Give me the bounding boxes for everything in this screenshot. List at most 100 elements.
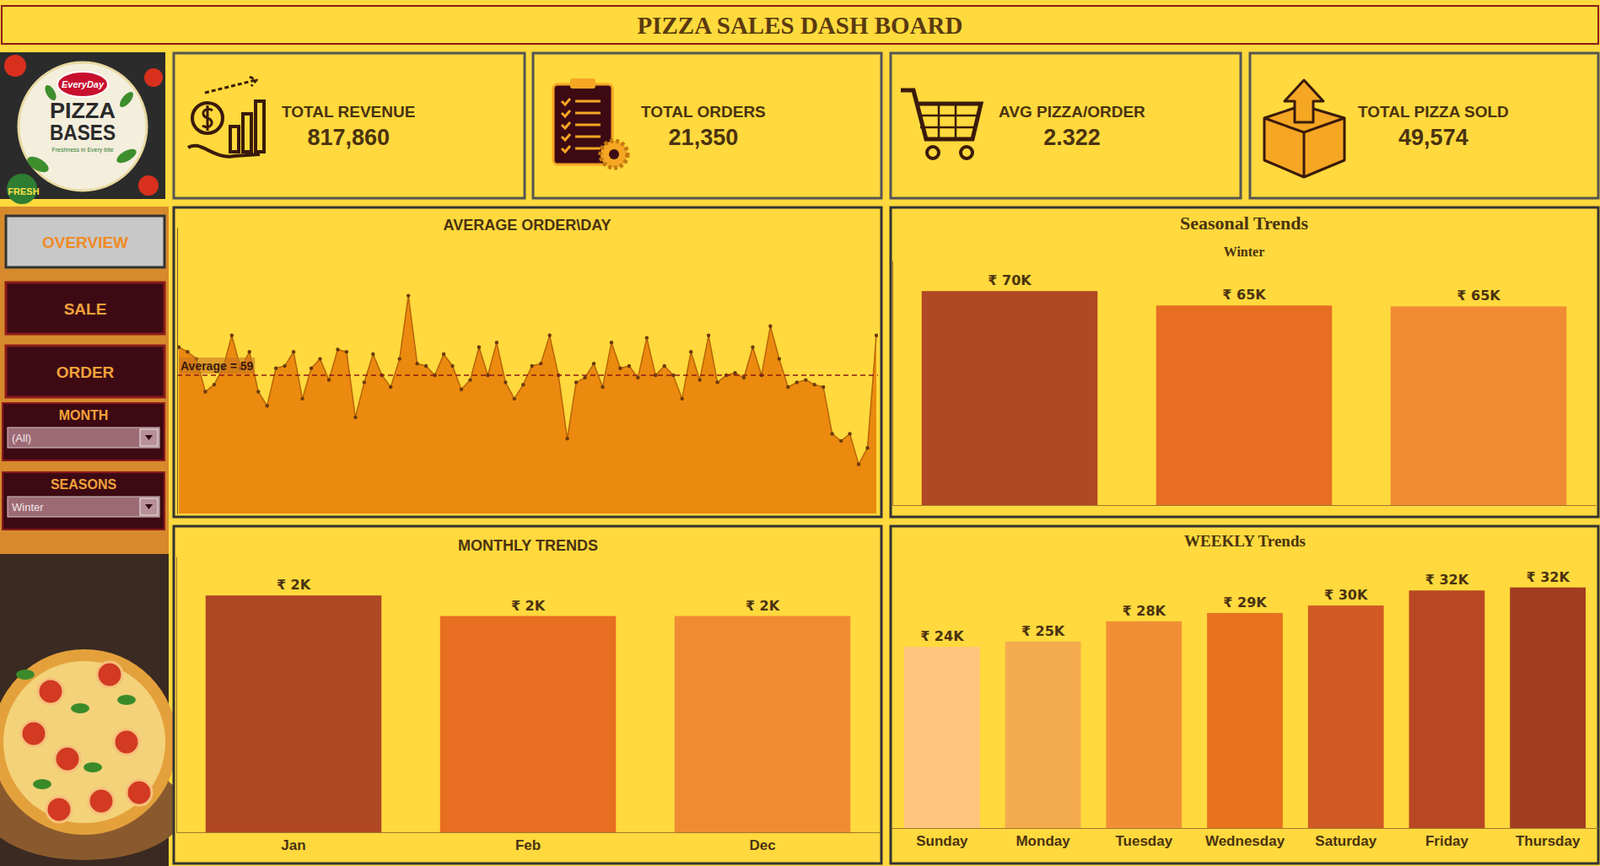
bar xyxy=(674,616,852,833)
chart-panel xyxy=(890,526,1599,864)
bar-chart: ₹ 2K₹ 2K₹ 2KJanFebDecMONTHLY TRENDS xyxy=(177,537,881,854)
line xyxy=(178,296,877,465)
dropdown-arrow[interactable] xyxy=(145,435,153,441)
data-label: ₹ 30K xyxy=(1324,587,1369,604)
dropdown-button[interactable] xyxy=(140,498,158,516)
icon-arrow xyxy=(204,76,257,93)
average-label: Average = 59 xyxy=(180,359,254,373)
chart-title: MONTHLY TRENDS xyxy=(457,537,598,555)
icon-check xyxy=(561,134,601,141)
dropdown-button[interactable] xyxy=(140,429,158,447)
point xyxy=(256,389,260,394)
point xyxy=(317,356,322,361)
average-label-bg xyxy=(178,357,255,374)
dashboard: PIZZA SALES DASH BOARDEveryDayPIZZABASES… xyxy=(0,0,1600,866)
tick: Wednesday xyxy=(1205,833,1286,850)
point xyxy=(689,350,693,354)
data-label: ₹ 2K xyxy=(745,597,781,615)
point xyxy=(468,377,472,382)
tick-label: Dec xyxy=(748,837,776,854)
point xyxy=(371,352,375,356)
kpi-label: TOTAL REVENUE xyxy=(281,102,415,121)
point xyxy=(813,382,817,387)
nav-button-label[interactable]: ORDER xyxy=(56,363,115,382)
pizza-basil xyxy=(32,779,52,790)
nav-button-box[interactable] xyxy=(5,282,165,335)
data-label: ₹ 2K xyxy=(276,576,312,593)
pizza-basil xyxy=(16,669,35,680)
nav-button[interactable]: SALE xyxy=(5,282,165,335)
kpi-card-box xyxy=(533,53,882,199)
data-label: ₹ 32K xyxy=(1425,571,1470,588)
dropdown-box[interactable] xyxy=(7,427,160,448)
dropdown-box[interactable] xyxy=(7,496,160,518)
data-label: ₹ 29K xyxy=(1222,594,1267,611)
y-axis-line xyxy=(892,261,894,507)
pizza-image xyxy=(0,554,186,866)
nav-button-label[interactable]: SALE xyxy=(64,300,108,318)
kpi-icon xyxy=(188,76,264,157)
pizza-tomato xyxy=(37,678,64,705)
point xyxy=(874,334,879,338)
point xyxy=(662,364,667,368)
point xyxy=(185,350,189,354)
filter-dropdown[interactable]: Winter xyxy=(7,496,160,518)
basil-leaf xyxy=(114,145,140,166)
chart-title: WEEKLY Trends xyxy=(1184,532,1306,550)
nav-button-label[interactable]: OVERVIEW xyxy=(42,233,129,252)
dropdown-value[interactable]: Winter xyxy=(11,501,44,514)
icon-box-arrow xyxy=(1284,80,1324,123)
page: PIZZA SALES DASH BOARDEveryDayPIZZABASES… xyxy=(0,0,1600,866)
sidebar xyxy=(0,206,169,555)
point xyxy=(671,373,675,378)
y-axis xyxy=(892,261,894,507)
basil-leaf xyxy=(24,153,51,176)
point xyxy=(388,385,393,389)
point xyxy=(441,352,446,356)
kpi-card-box xyxy=(890,53,1241,199)
icon-cart-grid xyxy=(920,103,977,140)
nav-button[interactable]: OVERVIEW xyxy=(5,215,165,268)
dropdown-arrow[interactable] xyxy=(145,504,153,510)
nav-button[interactable]: ORDER xyxy=(5,345,165,398)
filter-label: MONTH xyxy=(59,408,109,423)
point xyxy=(424,364,428,368)
data-label: ₹ 70K xyxy=(987,272,1032,289)
point xyxy=(406,293,410,297)
nav-button-box[interactable] xyxy=(5,345,165,398)
average-line xyxy=(177,374,879,377)
tick-label: Wednesday xyxy=(1205,833,1286,850)
point xyxy=(495,340,499,345)
point xyxy=(282,364,286,368)
kpi-value: 2.322 xyxy=(1043,124,1101,151)
icon-bar xyxy=(230,126,239,152)
filter-panel xyxy=(2,403,165,461)
bar xyxy=(1156,305,1333,506)
plot xyxy=(177,293,879,514)
point xyxy=(856,462,861,466)
point xyxy=(574,380,578,384)
filter: MONTH (All) xyxy=(2,403,165,461)
plot xyxy=(921,290,1568,506)
point xyxy=(565,436,569,441)
filter-dropdown[interactable]: (All) xyxy=(7,427,160,448)
bar xyxy=(921,290,1099,506)
icon-check xyxy=(561,110,601,117)
dropdown-value[interactable]: (All) xyxy=(11,431,32,445)
kpi-value: 49,574 xyxy=(1398,124,1469,151)
icon-hand xyxy=(188,145,260,157)
point xyxy=(847,431,852,436)
tick: Jan xyxy=(280,837,306,854)
tick-label: Friday xyxy=(1425,833,1470,850)
point xyxy=(600,385,604,389)
point xyxy=(450,364,454,368)
chart-subtitle: Winter xyxy=(1223,244,1266,259)
point xyxy=(274,366,278,371)
point xyxy=(679,397,684,401)
x-axis xyxy=(893,505,1597,507)
bar xyxy=(904,646,981,829)
nav-button-box[interactable] xyxy=(5,215,165,268)
point xyxy=(768,324,772,329)
point xyxy=(839,439,843,443)
point xyxy=(300,397,304,401)
